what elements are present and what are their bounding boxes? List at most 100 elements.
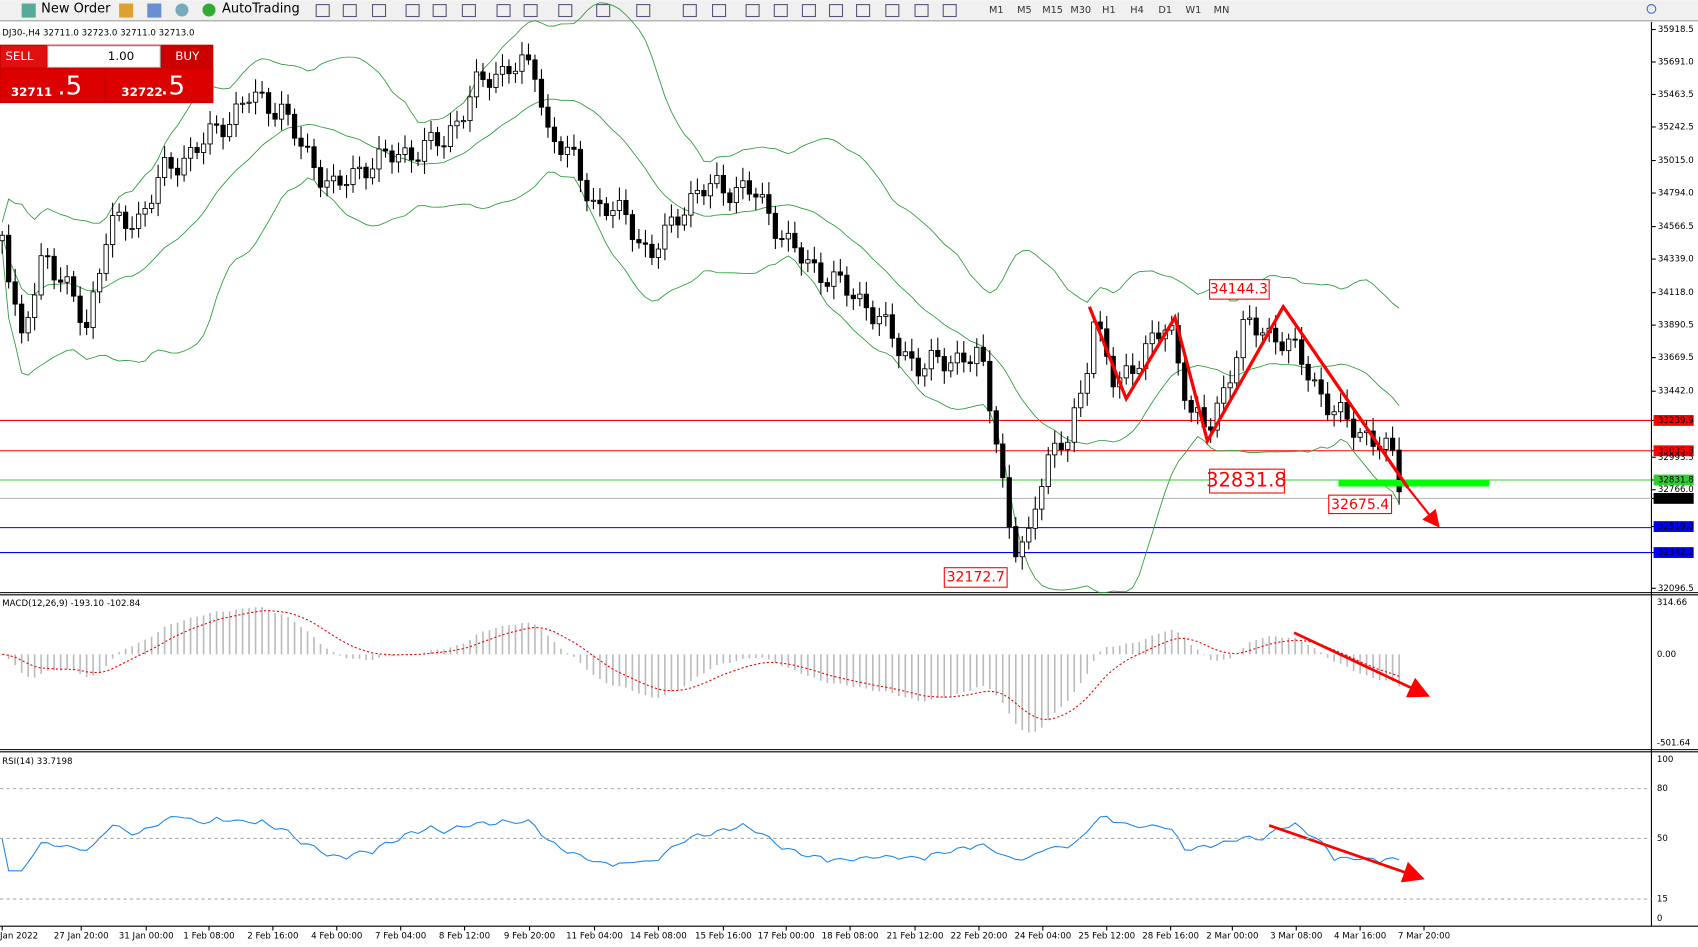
candle: [870, 307, 876, 325]
candle: [707, 183, 713, 197]
tool-icon[interactable]: [558, 4, 573, 18]
candle: [545, 106, 551, 128]
candle: [499, 66, 506, 75]
candle: [616, 199, 623, 211]
candle: [974, 346, 980, 365]
candle: [662, 224, 668, 250]
lots-value[interactable]: 1.00: [108, 49, 135, 63]
candle: [402, 147, 408, 155]
sell-price-box[interactable]: [1, 69, 104, 103]
sell-button[interactable]: [1, 45, 47, 68]
candle: [252, 91, 259, 103]
sell-price[interactable]: 32711: [11, 85, 52, 99]
candle: [19, 303, 25, 334]
timeframe-button[interactable]: M30: [1070, 5, 1091, 16]
candle: [792, 232, 798, 249]
tool-icon[interactable]: [461, 4, 476, 18]
candle: [1253, 317, 1259, 336]
candle: [798, 247, 804, 264]
candle: [584, 179, 590, 202]
candle: [194, 147, 200, 153]
candle: [220, 124, 226, 138]
time-label: 14 Feb 08:00: [630, 931, 687, 941]
candle: [753, 193, 759, 198]
tool-icon[interactable]: [315, 4, 330, 18]
tool-icon[interactable]: [745, 4, 760, 18]
candle: [831, 271, 837, 287]
candle: [142, 208, 148, 215]
tool-icon[interactable]: [828, 4, 844, 18]
timeframe-button[interactable]: M5: [1017, 5, 1032, 16]
timeframe-button[interactable]: H4: [1130, 5, 1144, 16]
candle: [1019, 541, 1025, 558]
lots-field[interactable]: [47, 45, 161, 68]
candle: [1273, 327, 1279, 343]
tool-icon[interactable]: [432, 4, 447, 18]
timeframe-button[interactable]: M15: [1042, 5, 1063, 16]
buy-price[interactable]: 32722: [121, 85, 162, 99]
tool-icon[interactable]: [682, 4, 697, 18]
candle: [239, 102, 246, 105]
candle: [149, 202, 155, 209]
candle: [636, 239, 642, 244]
annotation: 32172.7: [947, 569, 1005, 585]
candle: [558, 141, 564, 155]
tool-icon[interactable]: [119, 3, 134, 18]
time-label: 3 Mar 08:00: [1270, 931, 1322, 941]
tool-icon[interactable]: [773, 4, 788, 18]
new-order-button[interactable]: New Order: [41, 1, 111, 16]
candle: [1305, 363, 1311, 381]
tool-icon[interactable]: [885, 4, 900, 18]
timeframe-button[interactable]: MN: [1214, 5, 1230, 16]
candle: [434, 132, 441, 147]
candle: [1000, 443, 1006, 479]
tool-icon[interactable]: [942, 4, 957, 18]
search-icon[interactable]: [1646, 4, 1657, 14]
sell-label[interactable]: SELL: [5, 49, 34, 63]
buy-pips[interactable]: .5: [160, 71, 185, 101]
new-order-icon[interactable]: [21, 3, 36, 18]
tool-icon[interactable]: [596, 4, 611, 18]
buy-label[interactable]: BUY: [175, 49, 200, 63]
candle: [1357, 432, 1363, 438]
tool-icon[interactable]: [914, 4, 929, 18]
tool-icon[interactable]: [496, 4, 511, 18]
price-label: 35463.5: [1658, 90, 1694, 100]
timeframe-button[interactable]: D1: [1158, 5, 1172, 16]
tool-icon[interactable]: [405, 4, 420, 18]
candle: [304, 145, 311, 148]
candle: [961, 352, 967, 363]
tool-icon[interactable]: [147, 3, 162, 18]
tool-icon[interactable]: [523, 4, 538, 18]
candle: [265, 92, 272, 114]
price-label: 34794.0: [1658, 189, 1694, 199]
timeframe-button[interactable]: M1: [989, 5, 1004, 16]
tool-icon[interactable]: [636, 4, 651, 18]
annotation: 32831.8: [1206, 469, 1287, 492]
candle: [1227, 382, 1233, 389]
candle: [1091, 321, 1097, 374]
tool-icon[interactable]: [856, 4, 871, 18]
tool-icon[interactable]: [342, 4, 357, 18]
macd-scale-label: 314.66: [1657, 598, 1687, 608]
one-click-panel: SELL 1.00 BUY 32711 .5 32722 .5: [0, 44, 214, 104]
sell-pips[interactable]: .5: [57, 71, 82, 101]
candle: [876, 315, 882, 325]
tool-icon[interactable]: [371, 4, 387, 18]
auto-trading-icon[interactable]: [202, 3, 216, 17]
candle: [298, 137, 304, 147]
candle: [467, 96, 473, 122]
timeframe-button[interactable]: H1: [1102, 5, 1116, 16]
candle: [883, 314, 889, 317]
tool-icon[interactable]: [712, 4, 727, 18]
candle: [948, 362, 954, 372]
candle: [6, 234, 12, 283]
price-marker: [1653, 547, 1694, 558]
tool-icon[interactable]: [801, 4, 816, 18]
tool-icon[interactable]: [175, 3, 189, 17]
timeframe-button[interactable]: W1: [1185, 5, 1201, 16]
auto-trading-button[interactable]: AutoTrading: [222, 1, 300, 16]
candle: [129, 228, 135, 230]
buy-price-box[interactable]: [106, 69, 214, 103]
